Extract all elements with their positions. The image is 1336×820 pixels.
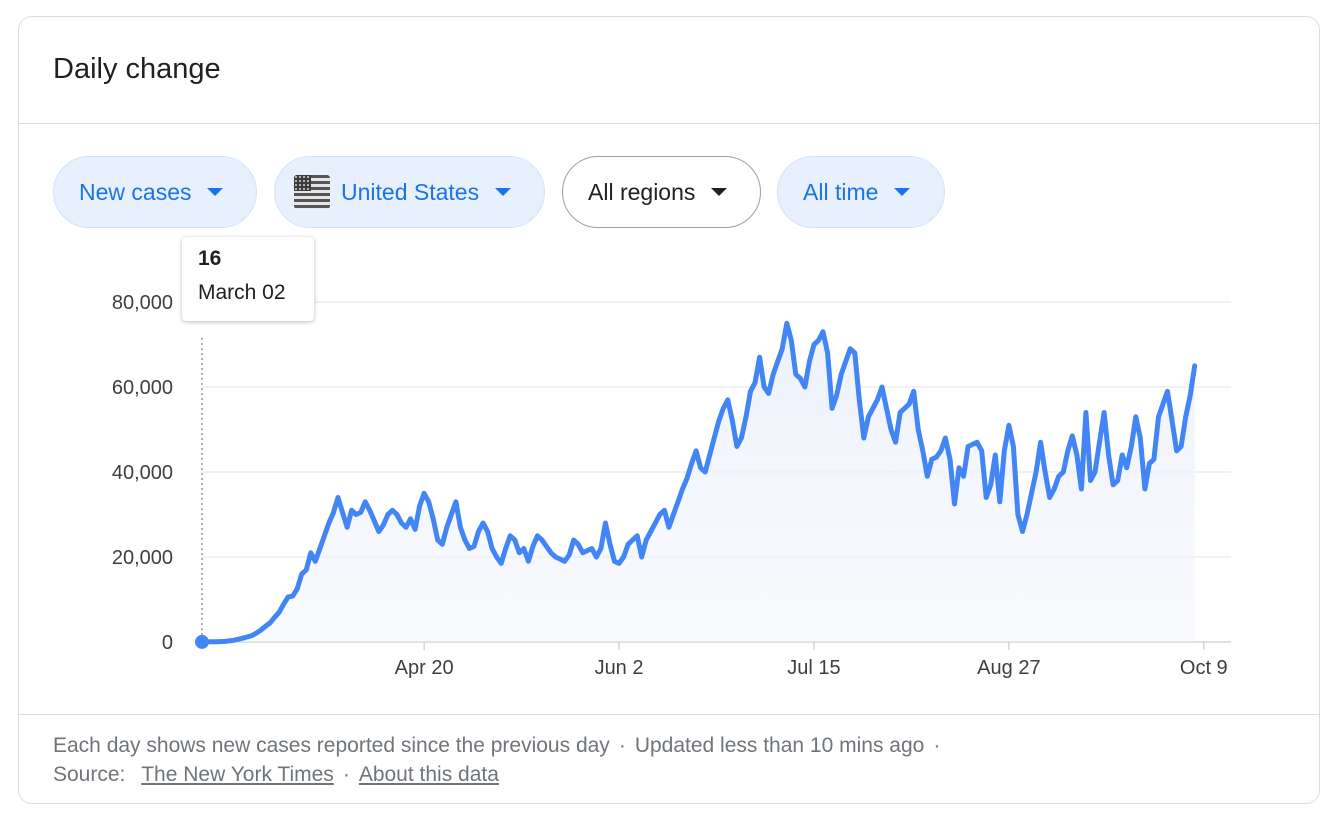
y-tick-label: 0 [162,632,173,654]
source-label: Source: [53,763,125,786]
x-tick-label: Jun 2 [595,657,644,679]
hover-tooltip: 16 March 02 [182,237,314,321]
source-link[interactable]: The New York Times [141,763,334,786]
x-tick-label: Aug 27 [977,657,1040,679]
x-tick-label: Jul 15 [787,657,840,679]
about-data-link[interactable]: About this data [359,763,499,786]
y-tick-label: 40,000 [112,462,173,484]
footer-updated: Updated less than 10 mins ago [635,734,925,757]
y-tick-label: 20,000 [112,547,173,569]
y-tick-label: 80,000 [112,292,173,314]
hover-point-marker[interactable] [195,635,209,649]
tooltip-date: March 02 [198,281,298,305]
chart-footer: Each day shows new cases reported since … [53,731,949,789]
x-tick-label: Oct 9 [1180,657,1228,679]
y-tick-label: 60,000 [112,377,173,399]
daily-cases-chart[interactable]: 0 20,000 40,000 60,000 80,000 Apr 20 Jun 2 Jul … [0,0,1336,700]
x-tick-label: Apr 20 [395,657,454,679]
footer-divider [19,714,1319,715]
tooltip-value: 16 [198,247,298,271]
footer-note: Each day shows new cases reported since … [53,734,610,757]
